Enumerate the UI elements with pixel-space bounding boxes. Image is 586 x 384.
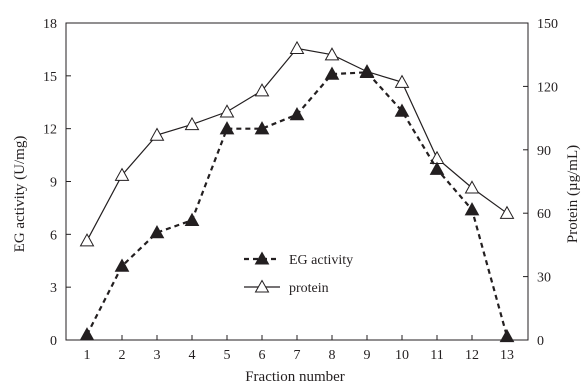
protein-point (184, 116, 200, 131)
eg-activity-point (499, 328, 515, 343)
eg-activity-point (394, 103, 410, 117)
x-tick-label: 13 (500, 348, 514, 363)
right-y-tick-label: 60 (537, 207, 551, 222)
x-tick-label: 5 (224, 348, 231, 363)
eg-activity-point (359, 64, 375, 79)
x-tick-label: 12 (465, 348, 479, 363)
x-tick-label: 4 (189, 348, 196, 363)
left-y-tick-label: 18 (43, 17, 57, 32)
eg-activity-point (324, 66, 340, 80)
protein-point (254, 83, 270, 97)
left-y-tick-label: 12 (43, 123, 57, 138)
x-tick-label: 10 (395, 348, 409, 363)
eg-activity-point (79, 327, 95, 341)
left-y-tick-label: 0 (50, 334, 57, 349)
legend-protein-marker (254, 279, 270, 293)
right-y-tick-label: 90 (537, 144, 551, 159)
legend-eg-label: EG activity (289, 253, 353, 268)
protein-point (464, 180, 480, 194)
right-y-tick-label: 150 (537, 17, 558, 32)
x-tick-label: 7 (294, 348, 301, 363)
protein-point (324, 47, 340, 61)
left-y-tick-label: 9 (50, 176, 57, 191)
left-y-tick-label: 15 (43, 70, 57, 85)
left-y-tick-label: 6 (50, 228, 57, 243)
eg-activity-point (429, 161, 445, 175)
x-axis-title: Fraction number (245, 369, 345, 384)
protein-point (114, 167, 130, 181)
protein-point (79, 233, 95, 247)
protein-series (79, 40, 515, 247)
eg-activity-point (149, 225, 165, 239)
right-y-tick-label: 120 (537, 80, 558, 95)
series-layer (79, 40, 515, 343)
x-tick-label: 3 (154, 348, 161, 363)
eg-activity-point (184, 212, 200, 226)
x-tick-label: 11 (430, 348, 443, 363)
protein-point (499, 205, 515, 219)
protein-point (219, 104, 235, 118)
x-tick-label: 8 (329, 348, 336, 363)
eg-activity-point (464, 202, 480, 216)
x-tick-label: 2 (119, 348, 126, 363)
eg-activity-point (114, 258, 130, 272)
protein-line (86, 47, 508, 241)
protein-point (394, 74, 410, 88)
right-y-tick-label: 30 (537, 271, 551, 286)
left-axis-title: EG activity (U/mg) (12, 136, 28, 253)
legend-protein-label: protein (289, 281, 329, 296)
eg-activity-point (254, 121, 270, 135)
left-y-tick-label: 3 (50, 281, 57, 296)
protein-point (149, 127, 165, 141)
right-axis-title: Protein (µg/mL) (565, 145, 581, 243)
x-tick-label: 6 (259, 348, 266, 363)
legend-eg-marker (254, 251, 270, 265)
eg-activity-series (79, 64, 515, 343)
eg-activity-point (219, 121, 235, 135)
x-tick-label: 9 (364, 348, 371, 363)
x-tick-label: 1 (84, 348, 91, 363)
legend: EG activity protein (244, 251, 353, 296)
eg-activity-point (289, 107, 305, 121)
protein-point (289, 40, 305, 55)
right-y-tick-label: 0 (537, 334, 544, 349)
